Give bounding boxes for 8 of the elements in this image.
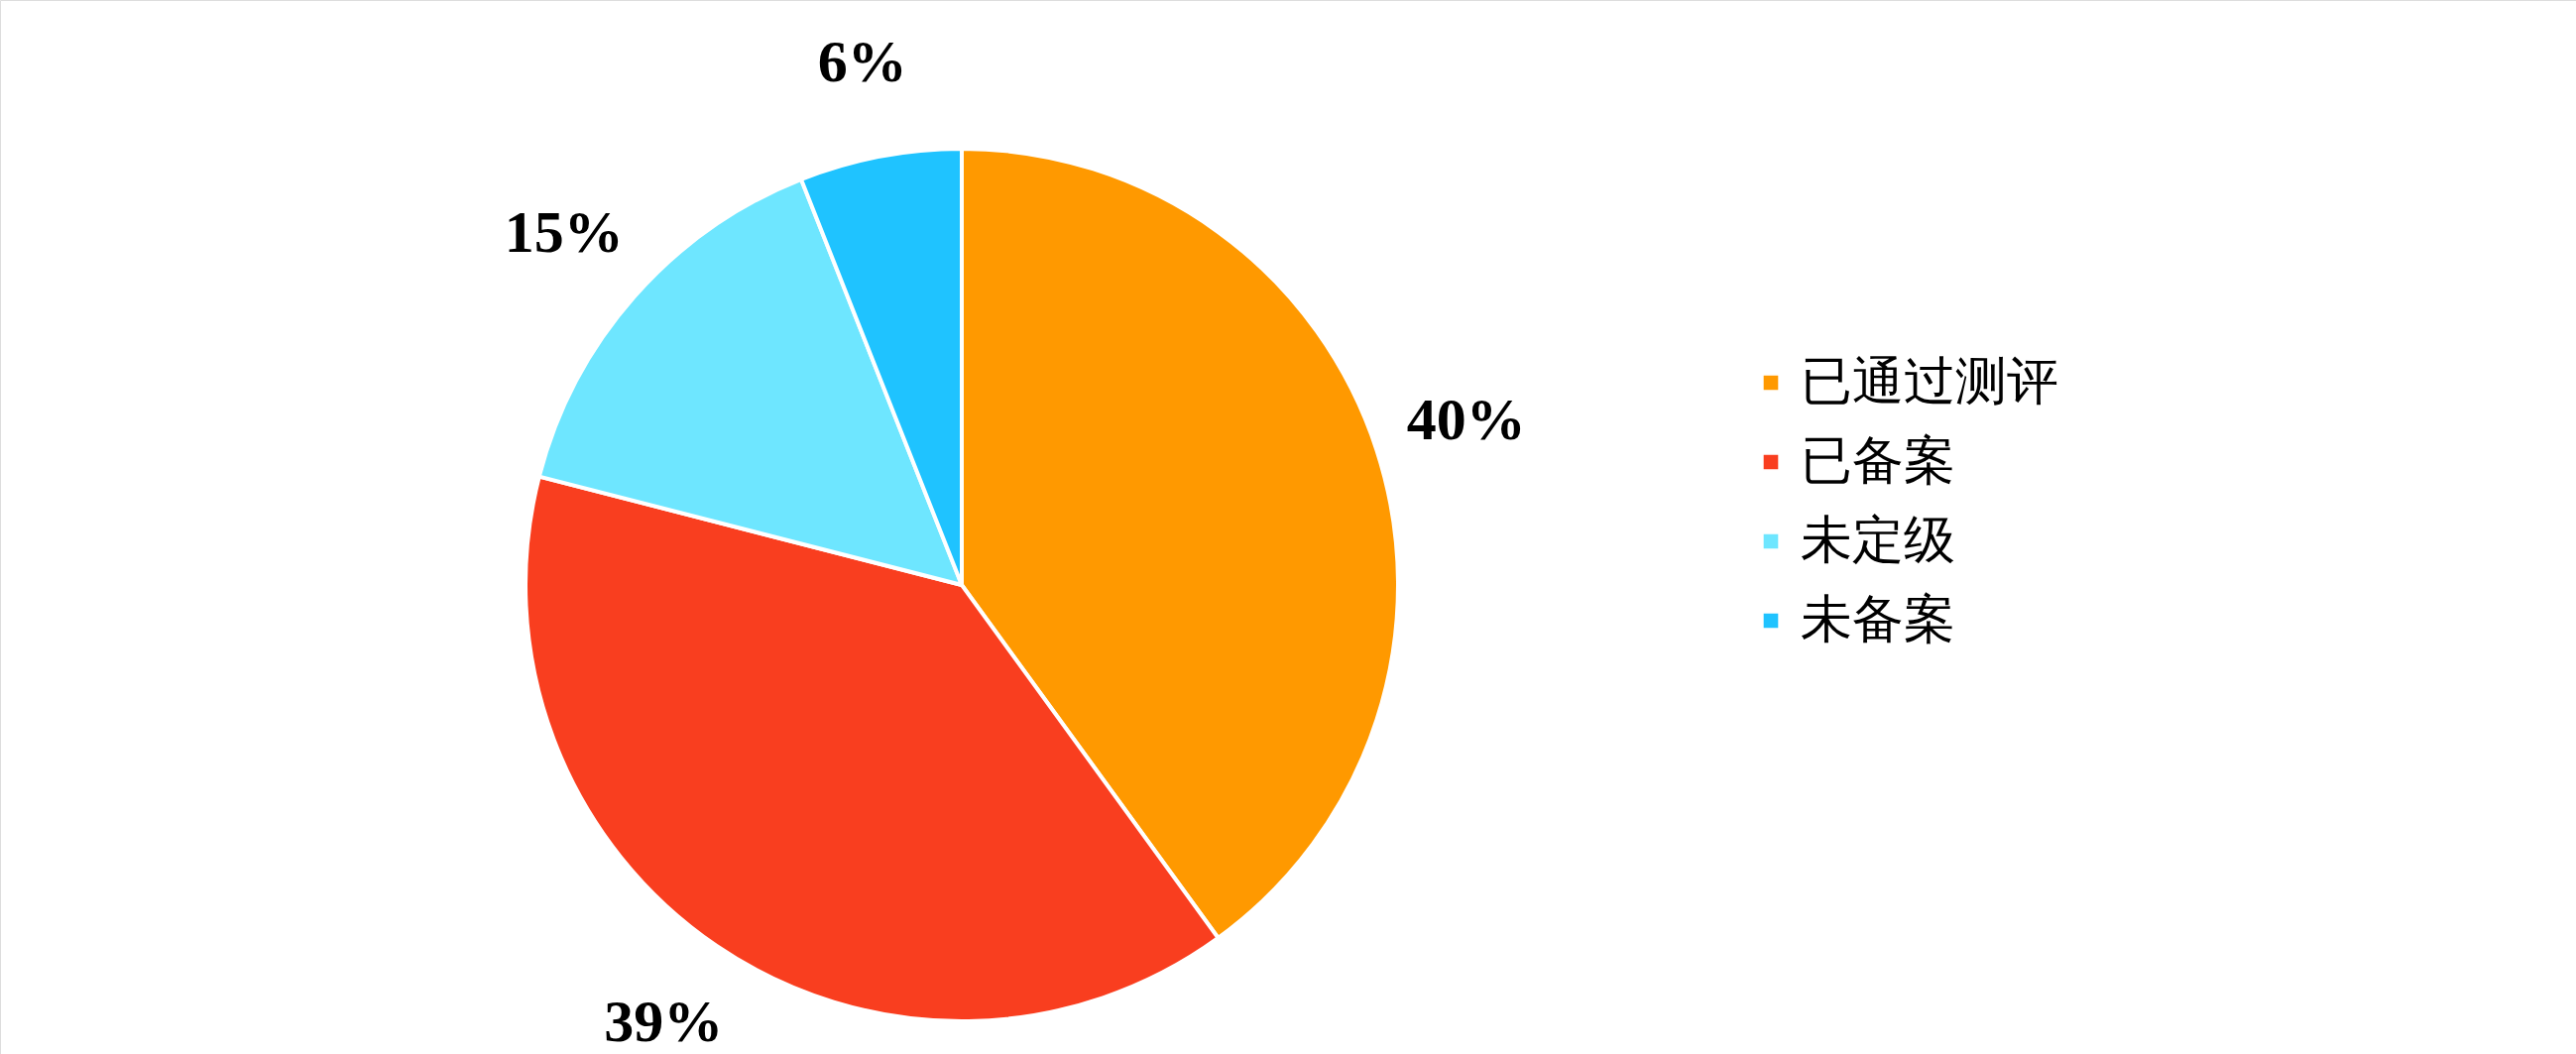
data-label: 39% [604,989,724,1054]
legend-label: 已通过测评 [1801,351,2058,410]
legend-label: 已备案 [1801,430,1955,490]
data-label: 15% [504,199,624,266]
legend-label: 未定级 [1801,510,1955,569]
legend-label: 未备案 [1801,589,1955,648]
data-label: 6% [817,29,907,95]
data-label: 40% [1406,386,1526,452]
